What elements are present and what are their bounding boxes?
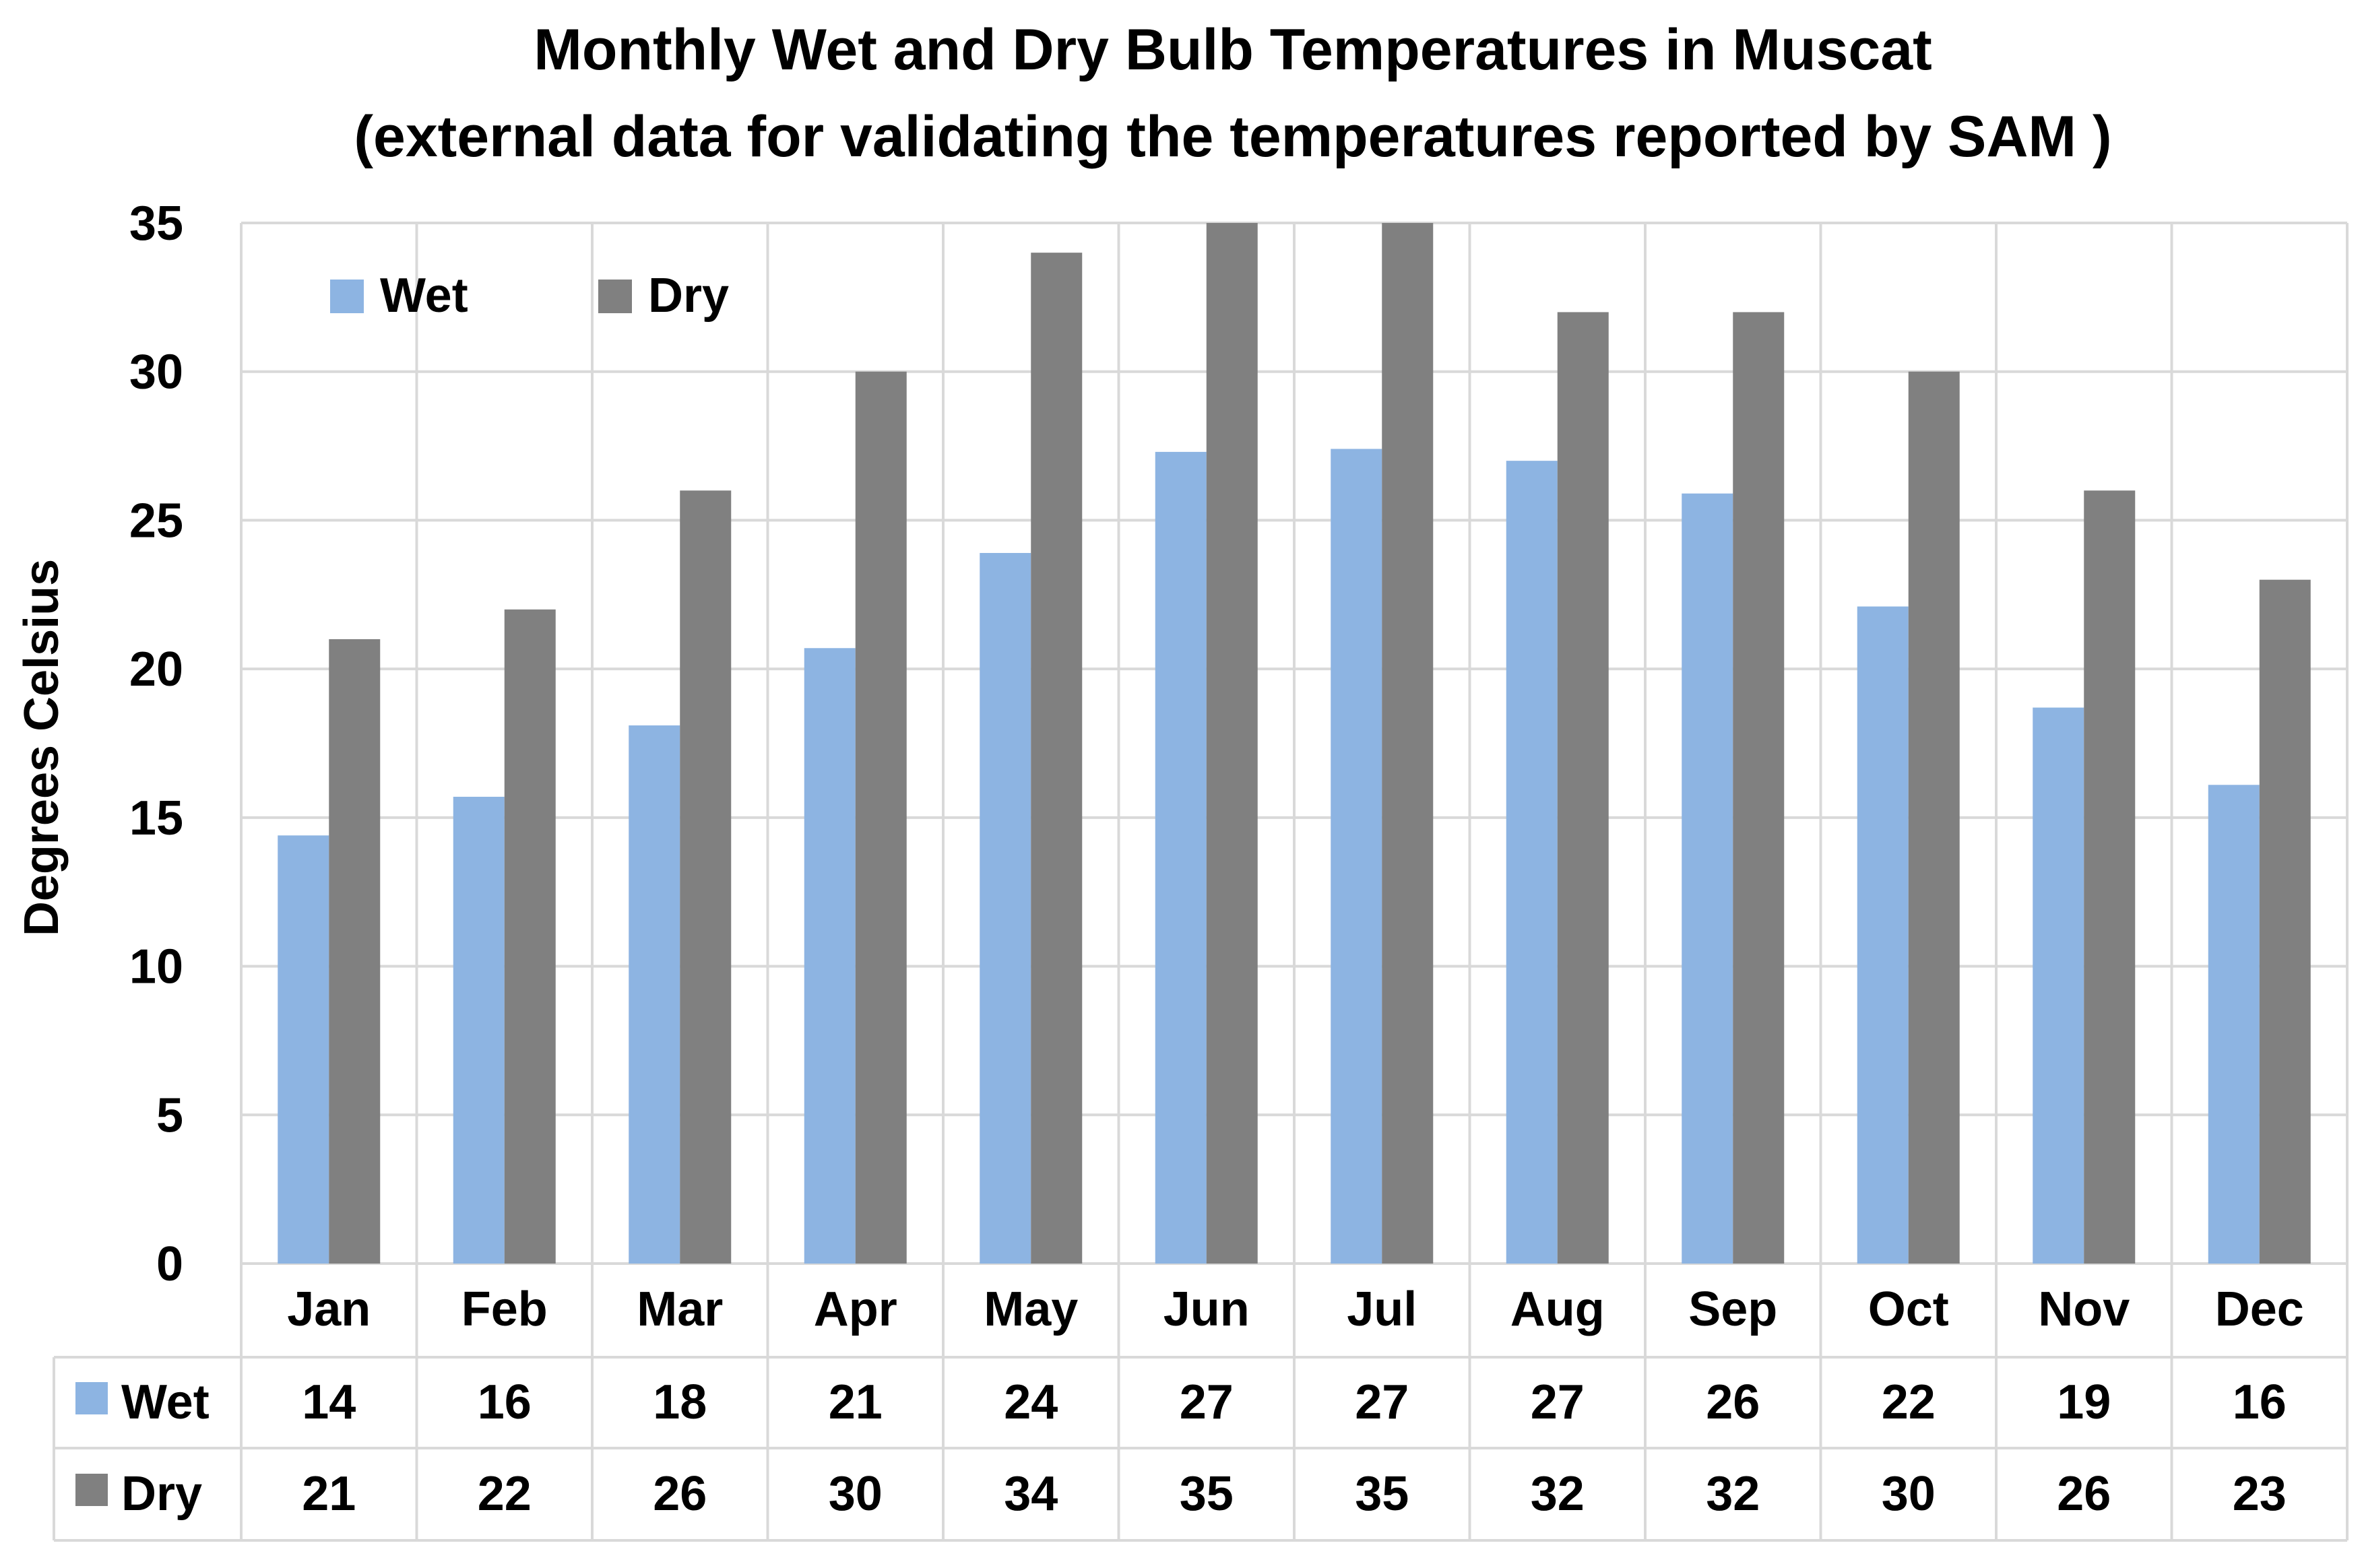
x-tick-label: Apr [814, 1282, 897, 1336]
data-label-dry: 32 [1706, 1467, 1760, 1521]
bar-wet-dec [2208, 785, 2260, 1264]
bar-dry-aug [1557, 312, 1609, 1264]
y-tick-label: 30 [129, 346, 183, 399]
table-row-label-dry: Dry [121, 1467, 202, 1521]
y-tick-label: 25 [129, 494, 183, 548]
bar-wet-may [980, 552, 1031, 1264]
x-tick-label: May [984, 1282, 1078, 1336]
bar-dry-jan [329, 639, 381, 1264]
bar-dry-jun [1206, 223, 1258, 1264]
bar-wet-feb [453, 796, 505, 1264]
legend-key-wet [330, 280, 364, 313]
x-tick-label: Oct [1868, 1282, 1949, 1336]
bar-dry-mar [680, 490, 732, 1264]
x-tick-label: Aug [1510, 1282, 1605, 1336]
data-label-dry: 23 [2233, 1467, 2287, 1521]
bar-wet-jun [1155, 451, 1207, 1264]
data-label-wet: 14 [302, 1375, 356, 1429]
bar-wet-apr [804, 648, 856, 1264]
table-key-dry [75, 1474, 108, 1506]
legend-label-wet: Wet [380, 269, 468, 323]
bar-wet-nov [2033, 707, 2084, 1264]
bar-wet-mar [629, 725, 680, 1264]
data-label-wet: 21 [829, 1375, 883, 1429]
legend-key-dry [598, 280, 632, 313]
data-label-dry: 26 [653, 1467, 707, 1521]
data-label-wet: 27 [1180, 1375, 1234, 1429]
data-label-dry: 30 [829, 1467, 883, 1521]
y-tick-labels: 0 5 10 15 20 25 30 35 [129, 197, 183, 1291]
bar-dry-sep [1733, 312, 1785, 1264]
x-tick-label: Nov [2038, 1282, 2130, 1336]
table-key-wet [75, 1382, 108, 1414]
y-tick-label: 10 [129, 940, 183, 994]
table-row-label-wet: Wet [121, 1375, 210, 1429]
x-tick-label: Jul [1347, 1282, 1417, 1336]
bar-dry-apr [855, 371, 907, 1264]
data-label-wet: 16 [478, 1375, 532, 1429]
x-tick-label: Jan [287, 1282, 371, 1336]
bar-wet-jan [278, 835, 329, 1264]
data-label-dry: 26 [2057, 1467, 2111, 1521]
data-label-dry: 35 [1355, 1467, 1409, 1521]
bars [278, 223, 2311, 1264]
data-label-wet: 22 [1882, 1375, 1936, 1429]
data-label-dry: 30 [1882, 1467, 1936, 1521]
chart-title: Monthly Wet and Dry Bulb Temperatures in… [534, 18, 1932, 82]
gridlines [53, 222, 2349, 1542]
data-label-wet: 19 [2057, 1375, 2111, 1429]
bar-wet-sep [1682, 493, 1733, 1264]
bar-dry-jul [1382, 223, 1434, 1264]
y-tick-label: 0 [156, 1237, 183, 1291]
bar-dry-nov [2084, 490, 2136, 1264]
legend: Wet Dry [330, 269, 729, 323]
data-table: Jan 14 21 Feb 16 22 Mar 18 26 Apr 21 30 May 24 34 Jun 27… [75, 1282, 2304, 1521]
bar-dry-oct [1908, 371, 1960, 1264]
chart-subtitle: (external data for validating the temper… [354, 104, 2111, 169]
data-label-dry: 22 [478, 1467, 532, 1521]
data-label-dry: 34 [1004, 1467, 1058, 1521]
data-label-wet: 16 [2233, 1375, 2287, 1429]
bar-dry-dec [2259, 579, 2311, 1264]
bar-wet-jul [1331, 449, 1382, 1264]
bar-wet-aug [1506, 461, 1558, 1264]
bar-wet-oct [1857, 606, 1909, 1264]
bar-dry-may [1031, 253, 1083, 1264]
data-label-wet: 24 [1004, 1375, 1058, 1429]
data-label-dry: 32 [1531, 1467, 1585, 1521]
y-tick-label: 5 [156, 1088, 183, 1142]
data-label-dry: 21 [302, 1467, 356, 1521]
x-tick-label: Jun [1163, 1282, 1250, 1336]
y-axis-label: Degrees Celsius [15, 559, 69, 936]
x-tick-label: Feb [461, 1282, 548, 1336]
legend-label-dry: Dry [648, 269, 729, 323]
data-label-wet: 26 [1706, 1375, 1760, 1429]
data-label-wet: 27 [1355, 1375, 1409, 1429]
x-tick-label: Mar [637, 1282, 723, 1336]
data-label-dry: 35 [1180, 1467, 1234, 1521]
data-label-wet: 27 [1531, 1375, 1585, 1429]
x-tick-label: Sep [1688, 1282, 1777, 1336]
y-tick-label: 15 [129, 791, 183, 845]
x-tick-label: Dec [2215, 1282, 2304, 1336]
bar-dry-feb [504, 609, 556, 1264]
data-label-wet: 18 [653, 1375, 707, 1429]
y-tick-label: 35 [129, 197, 183, 251]
y-tick-label: 20 [129, 643, 183, 696]
